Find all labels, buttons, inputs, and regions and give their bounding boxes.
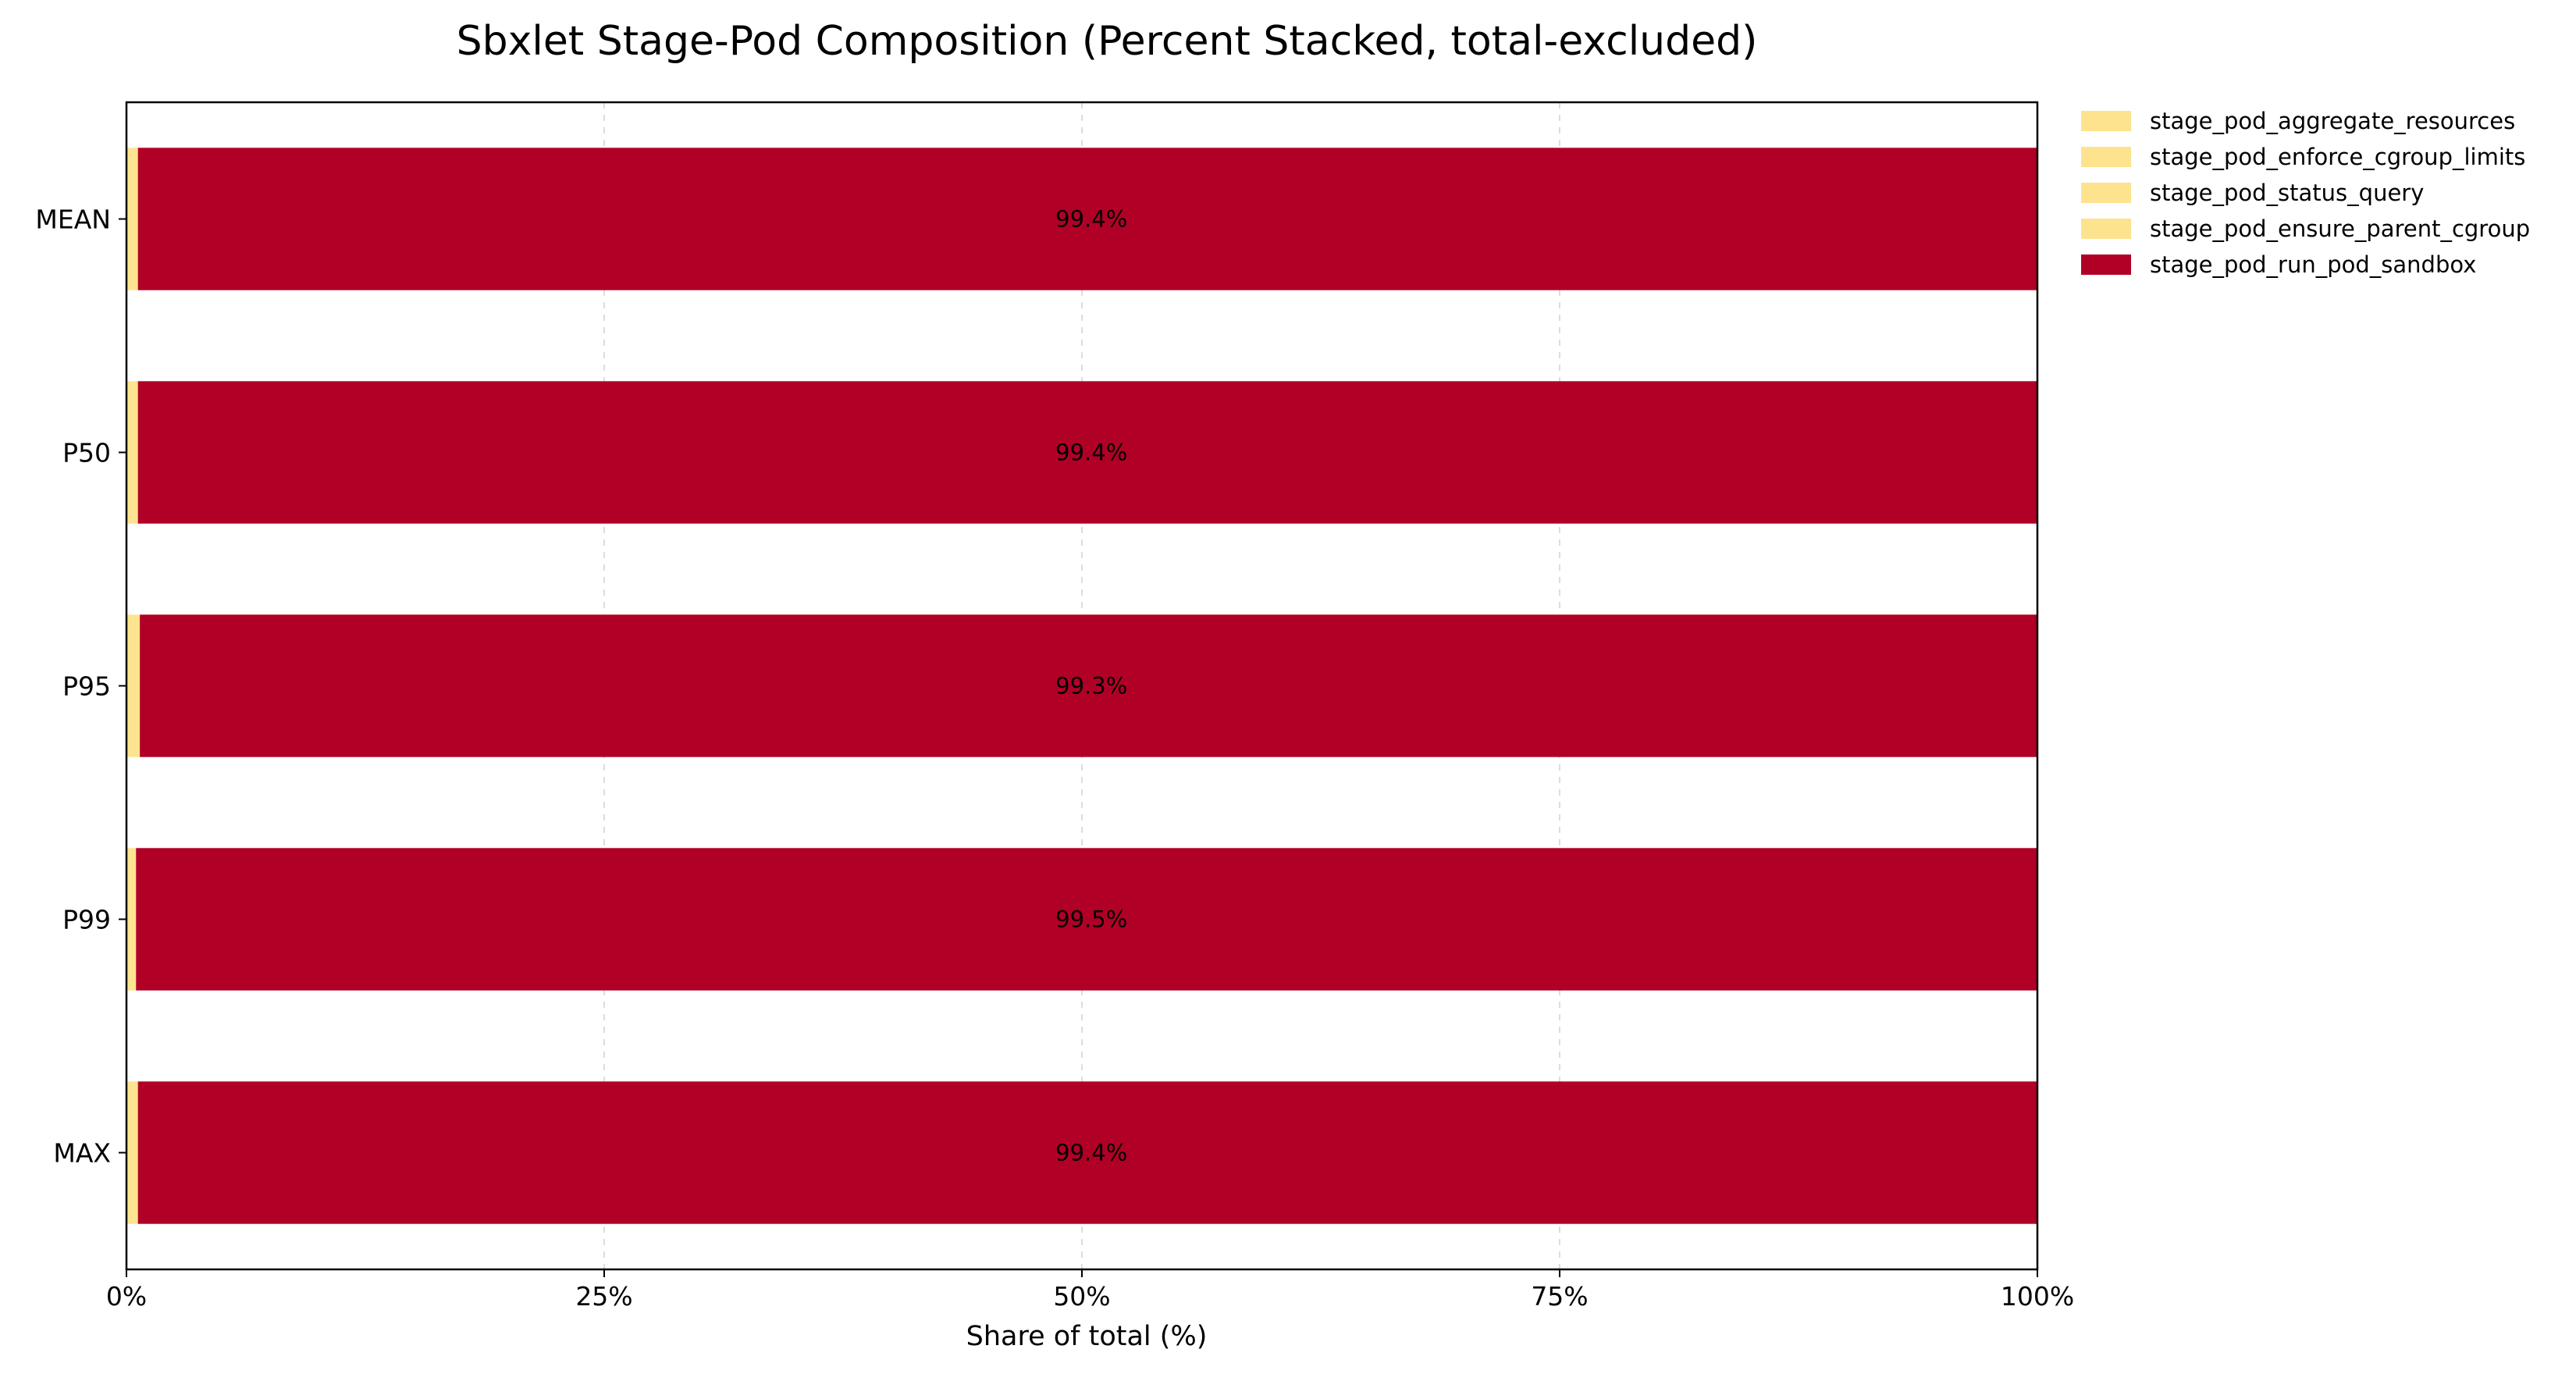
legend: stage_pod_aggregate_resources stage_pod_e…: [2081, 108, 2530, 278]
x-tick-label: 50%: [1053, 1281, 1110, 1312]
data-label: 99.4%: [1055, 1140, 1127, 1166]
y-tick-label: MAX: [53, 1138, 111, 1169]
legend-label: stage_pod_enforce_cgroup_limits: [2150, 144, 2525, 170]
data-labels: 99.4% 99.4% 99.3% 99.5% 99.4%: [1055, 206, 1127, 1166]
y-tick-label: P95: [62, 671, 111, 702]
bar-segment: [132, 148, 136, 290]
bar-segment: [128, 848, 131, 991]
legend-label: stage_pod_ensure_parent_cgroup: [2150, 215, 2530, 242]
bar-segment: [129, 381, 133, 524]
bar-segment: [126, 1081, 130, 1224]
bar-segment: [135, 381, 138, 524]
legend-swatch: [2081, 111, 2131, 131]
bar-segment: [133, 614, 137, 757]
bar-segment: [132, 1081, 136, 1224]
bar-segment: [130, 848, 134, 991]
legend-swatch: [2081, 255, 2131, 275]
bar-segment: [132, 381, 136, 524]
bar-segment: [126, 848, 129, 991]
bar-segment: [129, 148, 133, 290]
bar-segment: [136, 848, 2038, 991]
legend-label: stage_pod_aggregate_resources: [2150, 108, 2515, 134]
chart-title: Sbxlet Stage-Pod Composition (Percent St…: [457, 18, 1758, 65]
x-tick-label: 75%: [1531, 1281, 1588, 1312]
axis-ticks: 0% 25% 50% 75% 100% MEAN P50 P95 P99 MAX: [35, 205, 2074, 1312]
bar-segment: [130, 614, 133, 757]
bar-segment: [129, 1081, 133, 1224]
bar-segment: [135, 1081, 138, 1224]
bar-segment: [133, 848, 137, 991]
legend-swatch: [2081, 147, 2131, 167]
bar-segment: [137, 381, 2038, 524]
y-tick-label: MEAN: [35, 205, 111, 235]
legend-swatch: [2081, 183, 2131, 203]
bar-segment: [140, 614, 2038, 757]
bars-layer: [126, 148, 2038, 1224]
bar-segment: [135, 148, 138, 290]
bar-segment: [137, 148, 2038, 290]
data-label: 99.4%: [1055, 206, 1127, 233]
data-label: 99.3%: [1055, 673, 1127, 699]
bar-segment: [137, 1081, 2038, 1224]
bar-segment: [126, 381, 130, 524]
legend-label: stage_pod_run_pod_sandbox: [2150, 251, 2476, 278]
x-tick-label: 0%: [106, 1281, 147, 1312]
data-label: 99.5%: [1055, 906, 1127, 933]
x-tick-label: 100%: [2001, 1281, 2074, 1312]
bar-segment: [136, 614, 141, 757]
bar-segment: [126, 614, 130, 757]
legend-swatch: [2081, 219, 2131, 239]
x-tick-label: 25%: [575, 1281, 632, 1312]
y-tick-label: P50: [62, 438, 111, 468]
y-tick-label: P99: [62, 905, 111, 935]
bar-segment: [126, 148, 130, 290]
data-label: 99.4%: [1055, 440, 1127, 466]
x-axis-label: Share of total (%): [966, 1321, 1208, 1352]
legend-label: stage_pod_status_query: [2150, 180, 2424, 206]
